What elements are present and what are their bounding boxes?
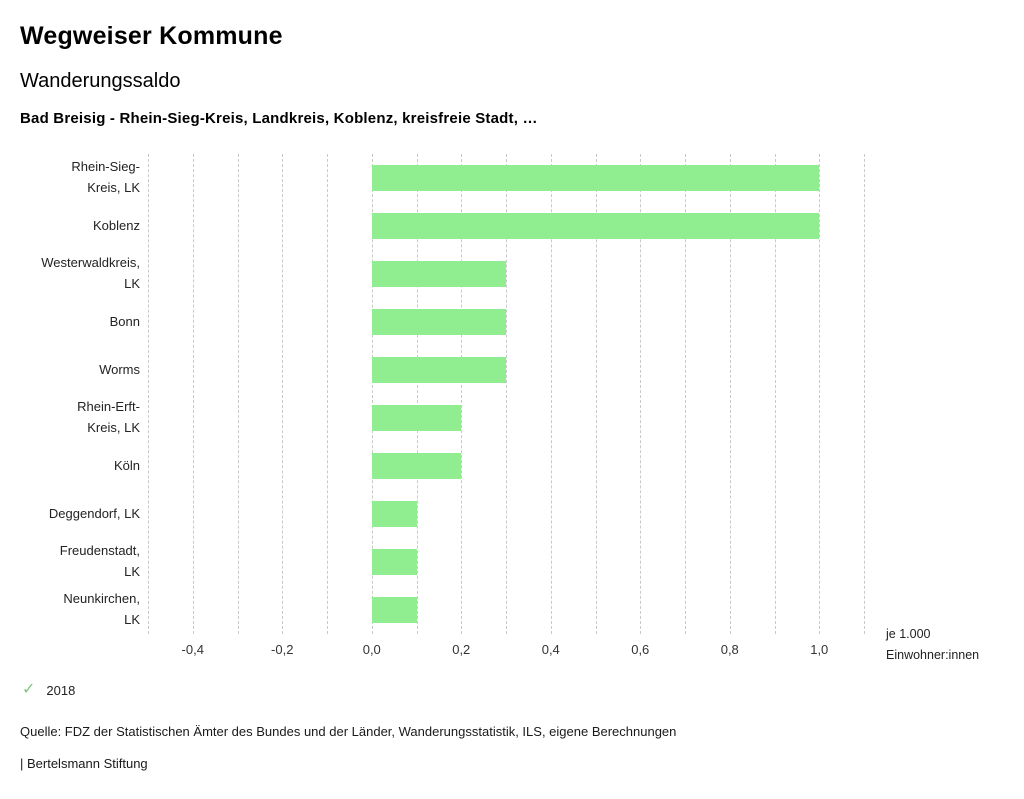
bar[interactable] bbox=[371, 597, 417, 623]
category-label: Koblenz bbox=[93, 217, 140, 233]
x-tick-label: 0,2 bbox=[452, 642, 471, 657]
x-axis: -0,4 -0,2 0,0 0,2 0,4 0,6 0,8 1,0 bbox=[148, 642, 864, 660]
gridline bbox=[864, 154, 865, 634]
gridline bbox=[192, 154, 194, 634]
bar-row bbox=[148, 298, 864, 346]
gridline bbox=[729, 154, 731, 634]
axis-unit-label: je 1.000 Einwohner:innen bbox=[886, 624, 979, 667]
chart-title: Wanderungssaldo bbox=[20, 70, 181, 92]
gridline bbox=[774, 154, 776, 634]
bar-row bbox=[148, 586, 864, 634]
category-label: Neunkirchen, LK bbox=[63, 591, 140, 627]
category-label: Köln bbox=[113, 457, 140, 473]
bar[interactable] bbox=[371, 549, 417, 575]
x-tick-label: 0,0 bbox=[362, 642, 381, 657]
category-label: Rhein-Erft- Kreis, LK bbox=[77, 399, 140, 435]
check-icon: ✓ bbox=[22, 681, 36, 698]
bar-chart: Rhein-Sieg- Kreis, LK Koblenz Westerwaldkr… bbox=[20, 154, 1004, 666]
x-tick-label: 0,6 bbox=[631, 642, 650, 657]
category-label: Freudenstadt, LK bbox=[59, 543, 140, 579]
bar-row bbox=[148, 538, 864, 586]
gridline bbox=[595, 154, 597, 634]
category-label: Deggendorf, LK bbox=[48, 505, 140, 521]
gridline bbox=[819, 154, 821, 634]
x-tick-label: 0,4 bbox=[541, 642, 560, 657]
category-axis: Rhein-Sieg- Kreis, LK Koblenz Westerwaldkr… bbox=[20, 154, 140, 634]
bar[interactable] bbox=[371, 165, 820, 191]
bar[interactable] bbox=[371, 213, 820, 239]
gridline bbox=[506, 154, 507, 634]
category-label: Rhein-Sieg- Kreis, LK bbox=[71, 159, 140, 195]
bar-row bbox=[148, 250, 864, 298]
gridline bbox=[640, 154, 642, 634]
brand-title: Wegweiser Kommune bbox=[20, 22, 283, 50]
gridline bbox=[148, 154, 149, 634]
gridline bbox=[237, 154, 239, 634]
gridline bbox=[282, 154, 284, 634]
bar[interactable] bbox=[371, 261, 506, 287]
bar-row bbox=[148, 202, 864, 250]
source-text: Quelle: FDZ der Statistischen Ämter des … bbox=[20, 724, 677, 739]
gridline bbox=[371, 154, 373, 634]
bar[interactable] bbox=[371, 405, 462, 431]
x-tick-label: 0,8 bbox=[720, 642, 739, 657]
x-tick-label: 1,0 bbox=[810, 642, 829, 657]
category-label: Bonn bbox=[109, 313, 140, 329]
bar[interactable] bbox=[371, 357, 506, 383]
x-tick-label: -0,4 bbox=[181, 642, 204, 657]
bar-row bbox=[148, 394, 864, 442]
axis-unit-line-2: Einwohner:innen bbox=[886, 648, 980, 663]
gridline bbox=[327, 154, 328, 634]
category-label: Westerwaldkreis, LK bbox=[41, 255, 140, 291]
bar-row bbox=[148, 154, 864, 202]
category-label: Worms bbox=[99, 361, 140, 377]
gridline bbox=[461, 154, 463, 634]
chart-subtitle: Bad Breisig - Rhein-Sieg-Kreis, Landkrei… bbox=[20, 110, 538, 127]
bar[interactable] bbox=[371, 453, 462, 479]
bar[interactable] bbox=[371, 309, 506, 335]
bar-row bbox=[148, 346, 864, 394]
bar-row bbox=[148, 490, 864, 538]
gridline bbox=[685, 154, 686, 634]
gridline bbox=[416, 154, 418, 634]
bar-row bbox=[148, 442, 864, 490]
plot-area bbox=[148, 154, 865, 634]
bar-rows bbox=[148, 154, 864, 634]
legend-label: 2018 bbox=[46, 682, 76, 698]
bar[interactable] bbox=[371, 501, 417, 527]
legend-item-2018[interactable]: ✓ 2018 bbox=[22, 682, 1004, 698]
x-tick-label: -0,2 bbox=[271, 642, 294, 657]
gridline bbox=[550, 154, 552, 634]
attribution-text: | Bertelsmann Stiftung bbox=[20, 756, 148, 771]
axis-unit-line-1: je 1.000 bbox=[886, 627, 931, 641]
